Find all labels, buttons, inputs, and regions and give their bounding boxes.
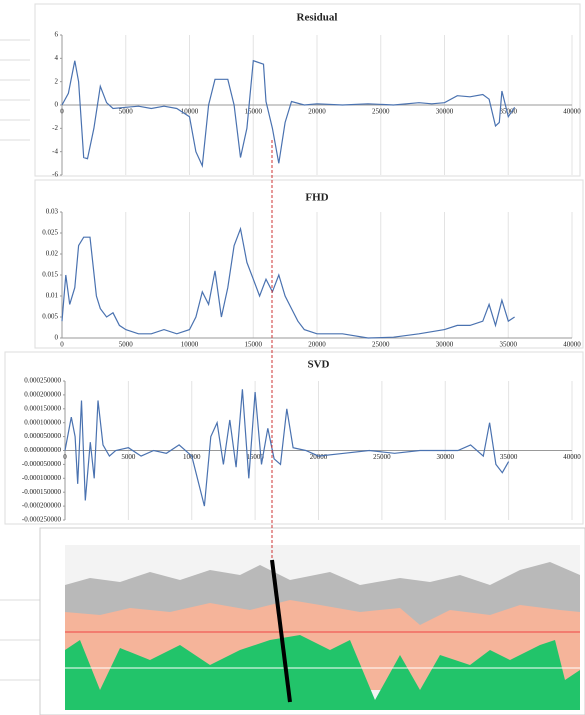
x-tick-label: 25000 xyxy=(372,341,390,349)
x-tick-label: 30000 xyxy=(437,453,455,461)
x-tick-label: 5000 xyxy=(119,108,134,116)
y-tick-label: -2 xyxy=(52,124,58,132)
x-tick-label: 25000 xyxy=(373,453,391,461)
y-tick-label: -0.000050000 xyxy=(22,460,62,468)
y-tick-label: 0.000200000 xyxy=(24,391,61,399)
x-tick-label: 30000 xyxy=(436,341,454,349)
y-tick-label: 2 xyxy=(55,77,59,85)
y-tick-label: 0.015 xyxy=(42,271,58,279)
y-tick-label: -6 xyxy=(52,171,58,179)
y-tick-label: -0.000150000 xyxy=(22,488,62,496)
x-tick-label: 20000 xyxy=(310,453,328,461)
x-tick-label: 30000 xyxy=(436,108,454,116)
panel xyxy=(5,352,583,524)
x-tick-label: 0 xyxy=(60,341,64,349)
y-tick-label: 0.01 xyxy=(46,292,59,300)
x-tick-label: 35000 xyxy=(500,108,518,116)
y-tick-label: 0.000100000 xyxy=(24,418,61,426)
panel xyxy=(35,180,583,348)
x-tick-label: 5000 xyxy=(121,453,136,461)
y-tick-label: 0.02 xyxy=(46,250,59,258)
y-tick-label: -0.000250000 xyxy=(22,516,62,524)
y-tick-label: 0.005 xyxy=(42,313,58,321)
x-tick-label: 15000 xyxy=(245,108,263,116)
y-tick-label: 0.000000000 xyxy=(24,446,61,454)
x-tick-label: 35000 xyxy=(500,341,518,349)
x-tick-label: 20000 xyxy=(308,341,326,349)
y-tick-label: -0.000200000 xyxy=(22,502,62,510)
chart-title: FHD xyxy=(305,192,328,204)
y-tick-label: 0 xyxy=(55,101,59,109)
x-tick-label: 35000 xyxy=(500,453,518,461)
x-tick-label: 40000 xyxy=(563,108,581,116)
y-tick-label: 0.000250000 xyxy=(24,377,61,385)
x-tick-label: 10000 xyxy=(181,108,199,116)
x-tick-label: 25000 xyxy=(372,108,390,116)
y-tick-label: 4 xyxy=(55,54,59,62)
y-tick-label: 0.000150000 xyxy=(24,404,61,412)
x-tick-label: 20000 xyxy=(308,108,326,116)
chart-title: Residual xyxy=(297,12,338,24)
chart-title: SVD xyxy=(307,359,329,371)
x-tick-label: 15000 xyxy=(245,341,263,349)
y-tick-label: -4 xyxy=(52,147,58,155)
y-tick-label: 0.025 xyxy=(42,229,58,237)
y-tick-label: 0 xyxy=(55,334,59,342)
figure: Residual 6 4 2 0 -2 -4 -6 0 5000 10000 15000 20000 25… xyxy=(0,0,585,715)
y-tick-label: 0.000050000 xyxy=(24,432,61,440)
y-tick-label: 6 xyxy=(55,31,59,39)
x-tick-label: 5000 xyxy=(119,341,134,349)
panel xyxy=(35,4,580,176)
y-tick-label: 0.03 xyxy=(46,208,59,216)
x-tick-label: 10000 xyxy=(181,341,199,349)
y-tick-label: -0.000100000 xyxy=(22,474,62,482)
x-tick-label: 40000 xyxy=(563,341,581,349)
x-tick-label: 40000 xyxy=(563,453,581,461)
